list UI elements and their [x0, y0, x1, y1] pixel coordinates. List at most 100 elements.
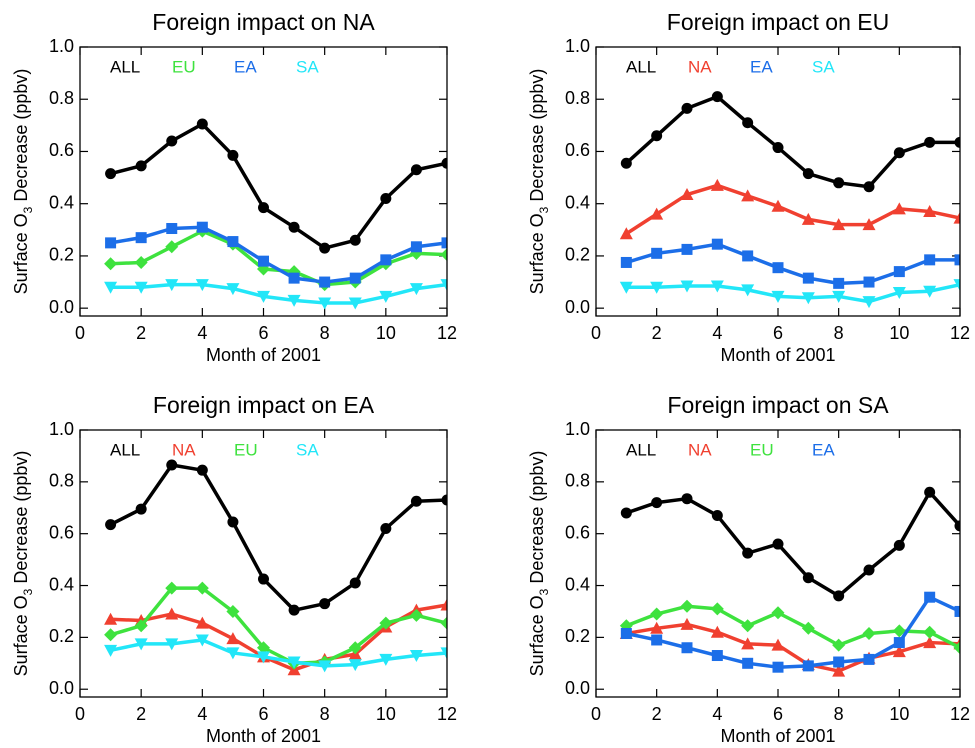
- y-tick-label: 1.0: [565, 419, 590, 439]
- panel-title: Foreign impact on EA: [153, 392, 375, 418]
- marker: [257, 651, 270, 664]
- marker: [166, 135, 178, 147]
- y-axis-label: Surface O3 Decrease (ppbv): [11, 451, 35, 677]
- series-line: [110, 638, 447, 668]
- x-tick-label: 12: [950, 704, 970, 724]
- marker: [348, 659, 362, 672]
- marker: [409, 608, 423, 622]
- marker: [924, 486, 936, 498]
- marker: [318, 660, 332, 673]
- y-tick-label: 0.6: [565, 140, 590, 160]
- marker: [195, 581, 209, 595]
- y-tick-label: 1.0: [565, 36, 590, 56]
- y-axis-label-part: Decrease (ppbv): [11, 451, 31, 589]
- marker: [771, 199, 785, 212]
- legend-entry: ALL: [626, 57, 656, 76]
- series-line: [110, 229, 447, 287]
- plot-frame: [595, 429, 961, 698]
- marker: [104, 257, 118, 271]
- plot-area: [619, 486, 960, 677]
- marker: [924, 591, 936, 603]
- marker: [227, 149, 239, 161]
- y-tick-label: 0.0: [49, 297, 74, 317]
- marker: [681, 102, 693, 114]
- legend-entry: NA: [688, 57, 712, 76]
- x-tick-label: 6: [258, 323, 268, 343]
- x-tick-label: 2: [652, 323, 662, 343]
- x-tick-label: 0: [75, 323, 85, 343]
- marker: [802, 272, 814, 284]
- marker: [802, 660, 814, 672]
- marker: [380, 523, 392, 535]
- marker: [711, 650, 723, 662]
- marker: [680, 617, 694, 630]
- y-tick-label: 0.4: [49, 574, 74, 594]
- marker: [135, 232, 147, 244]
- y-tick-label: 0.2: [565, 626, 590, 646]
- x-tick-label: 10: [376, 323, 396, 343]
- marker: [863, 653, 875, 665]
- marker: [710, 178, 724, 191]
- series-line: [110, 225, 447, 284]
- y-tick-label: 0.2: [49, 626, 74, 646]
- y-tick-label: 0.6: [49, 140, 74, 160]
- marker: [134, 281, 148, 294]
- marker: [620, 157, 632, 169]
- marker: [681, 493, 693, 505]
- marker: [741, 619, 755, 633]
- marker: [953, 211, 960, 224]
- legend-entry: NA: [688, 440, 712, 459]
- plot-frame: [79, 46, 448, 317]
- series-line: [625, 183, 960, 236]
- marker: [288, 272, 300, 284]
- x-tick-label: 4: [197, 704, 207, 724]
- plot-area: [104, 118, 447, 310]
- marker: [379, 653, 393, 666]
- marker: [440, 248, 447, 262]
- x-axis-label: Month of 2001: [206, 726, 321, 746]
- marker: [409, 283, 423, 296]
- x-tick-label: 4: [197, 323, 207, 343]
- legend-entry: NA: [172, 440, 196, 459]
- marker: [349, 272, 361, 284]
- legend-entry: ALL: [110, 440, 140, 459]
- x-tick-label: 2: [136, 704, 146, 724]
- legend-entry: EU: [234, 440, 258, 459]
- marker: [681, 642, 693, 654]
- marker: [742, 657, 754, 669]
- x-tick-label: 12: [437, 323, 457, 343]
- marker: [833, 656, 845, 668]
- x-tick-label: 4: [712, 323, 722, 343]
- marker: [863, 276, 875, 288]
- y-axis-label-part: 3: [537, 588, 551, 595]
- marker: [893, 637, 905, 649]
- x-tick-label: 6: [258, 704, 268, 724]
- marker: [410, 164, 422, 176]
- marker: [832, 290, 846, 303]
- marker: [227, 516, 239, 528]
- marker: [832, 664, 846, 677]
- marker: [893, 539, 905, 551]
- marker: [195, 634, 209, 647]
- marker: [380, 192, 392, 204]
- marker: [105, 168, 117, 180]
- marker: [195, 616, 209, 629]
- marker: [711, 91, 723, 103]
- marker: [165, 279, 179, 292]
- plot-frame: [79, 429, 448, 698]
- legend-entry: SA: [296, 440, 319, 459]
- marker: [135, 503, 147, 515]
- marker: [226, 632, 240, 645]
- marker: [802, 168, 814, 180]
- marker: [348, 297, 362, 310]
- x-tick-label: 0: [75, 704, 85, 724]
- marker: [620, 507, 632, 519]
- marker: [104, 644, 118, 657]
- legend-entry: EA: [750, 57, 773, 76]
- marker: [741, 189, 755, 202]
- marker: [833, 277, 845, 289]
- y-tick-label: 1.0: [49, 419, 74, 439]
- marker: [772, 262, 784, 274]
- marker: [771, 290, 785, 303]
- marker: [134, 638, 148, 651]
